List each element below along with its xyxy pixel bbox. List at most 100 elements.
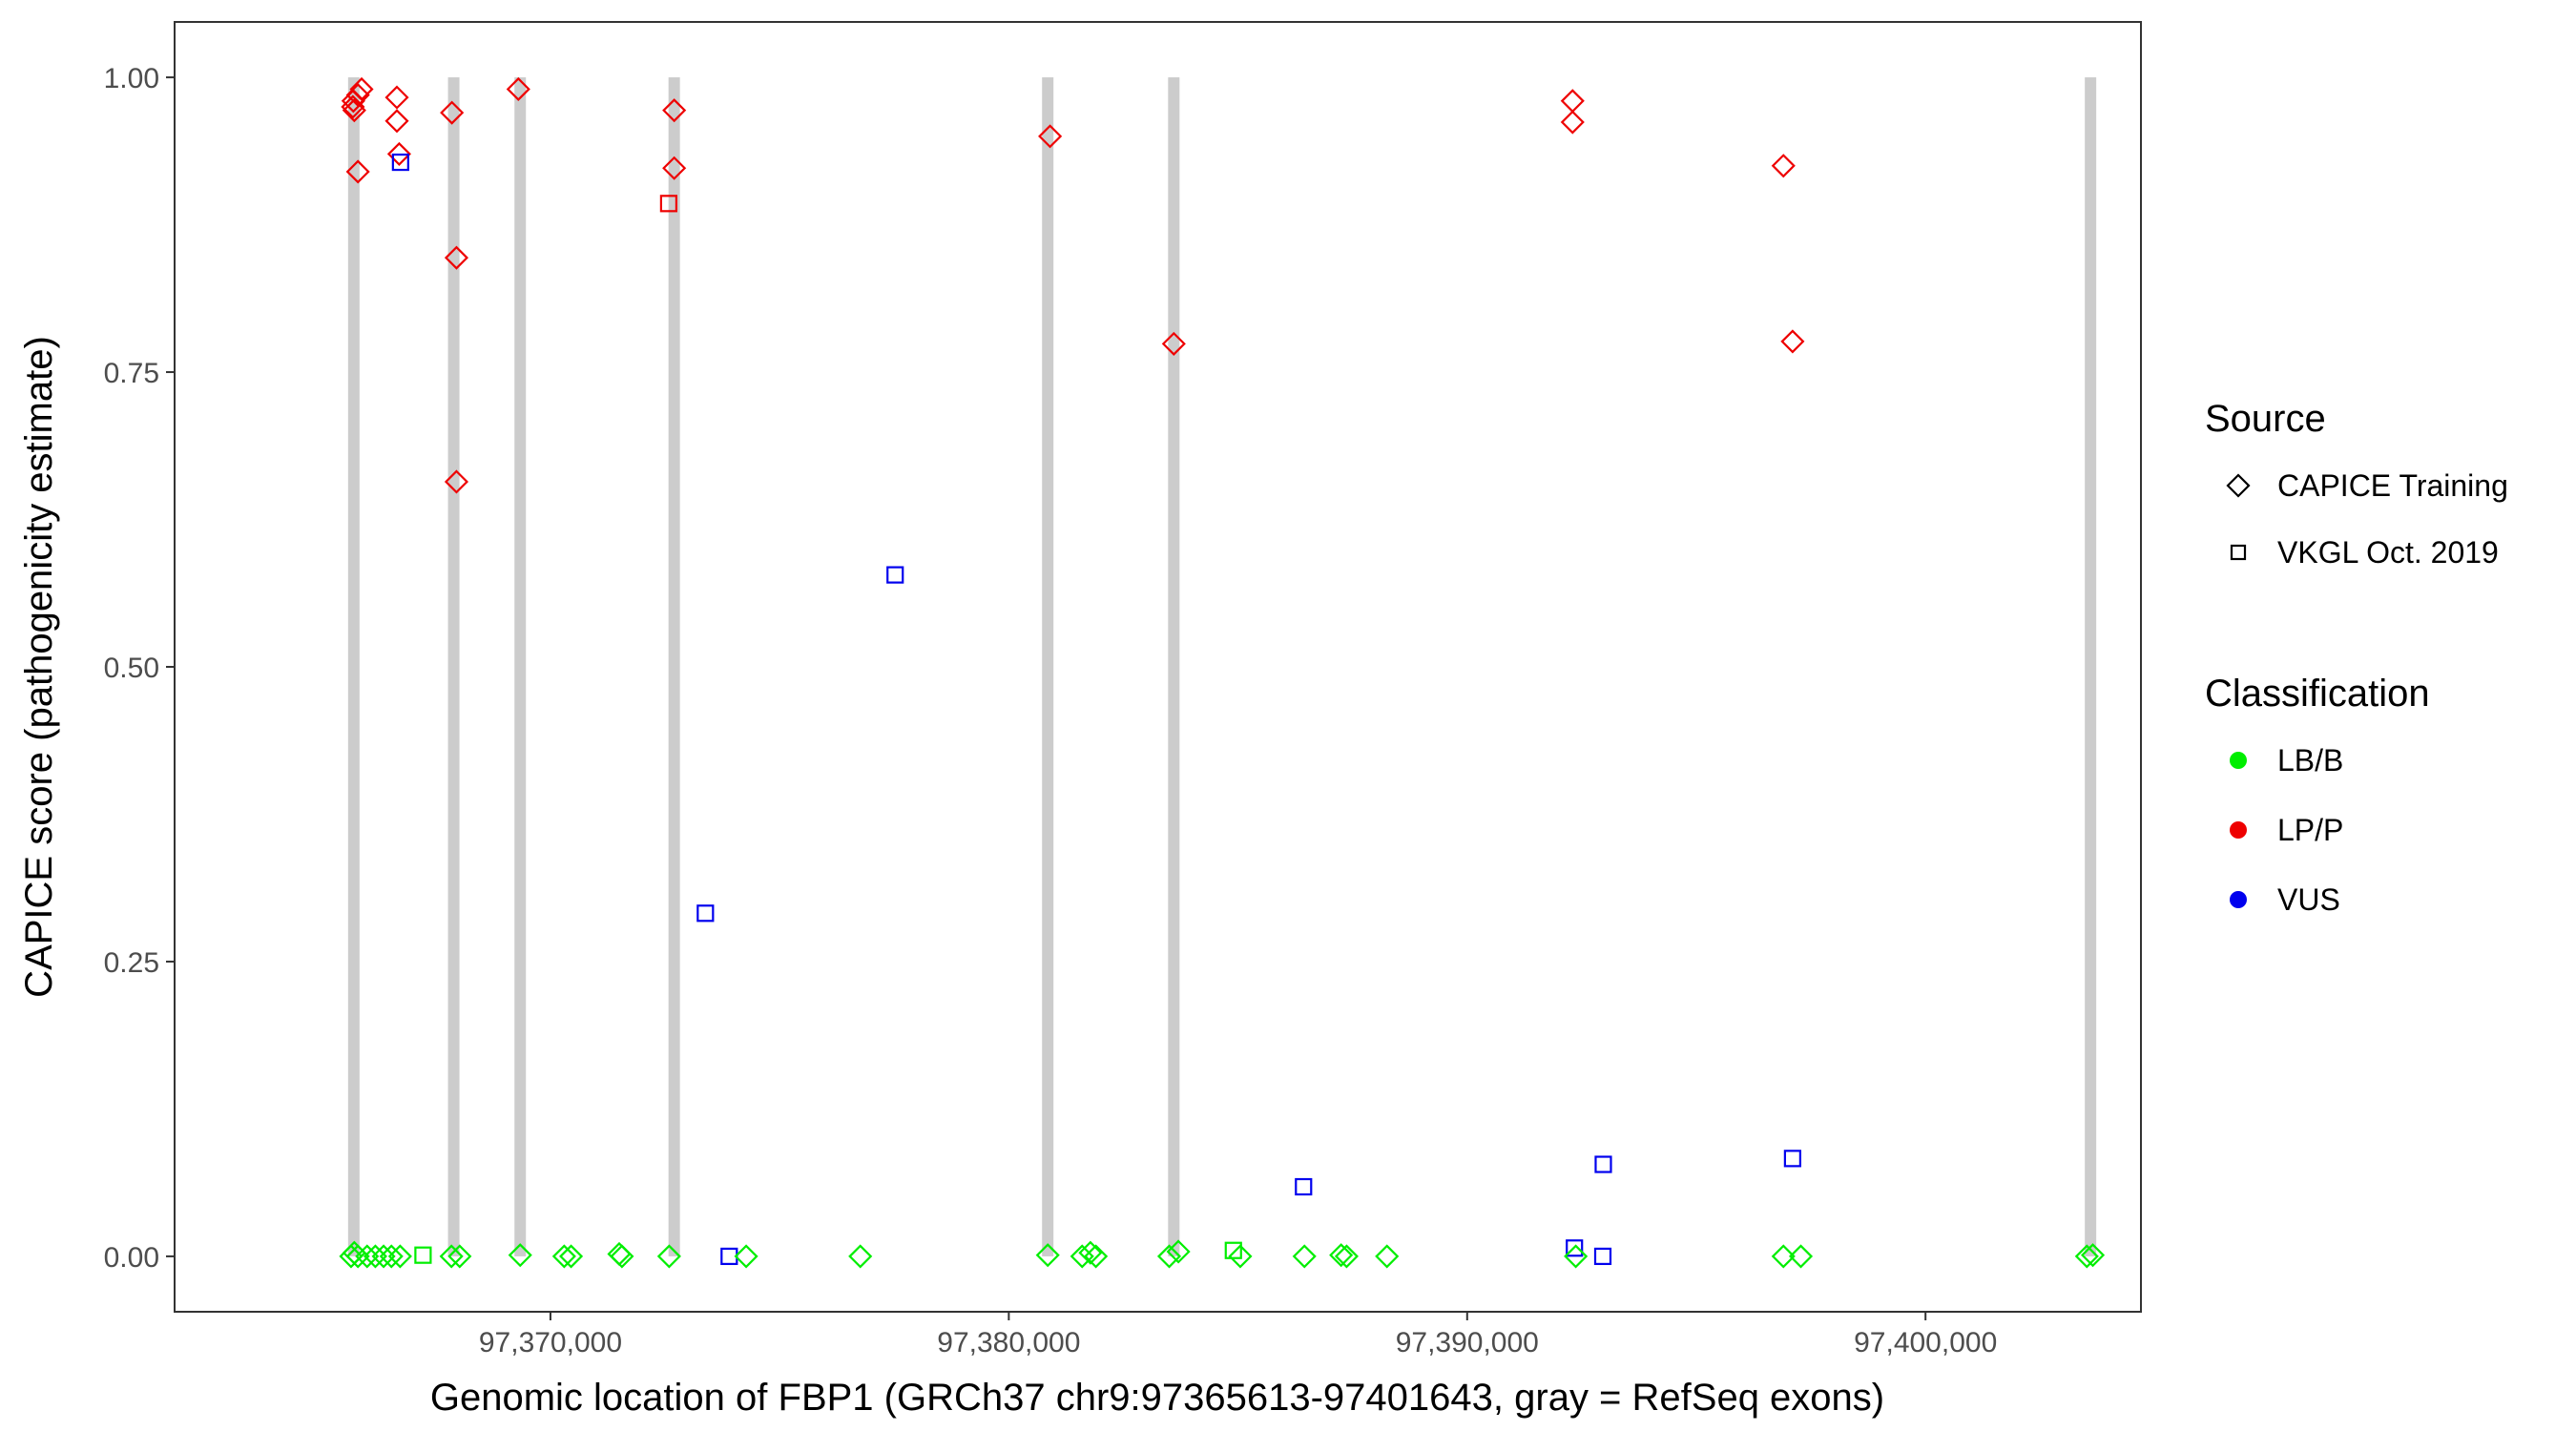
legend: Source CAPICE Training VKGL Oct. 2019 Cl…: [2205, 398, 2508, 917]
exon-band-4: [668, 77, 680, 1256]
data-point-diamond-62: [1375, 1244, 1400, 1269]
data-point-diamond-16: [662, 156, 687, 180]
y-tick-label-5: 1.00: [104, 63, 159, 94]
legend-item-capice-training: CAPICE Training: [2226, 468, 2508, 503]
data-point-diamond-20: [1038, 124, 1063, 149]
exon-band-2: [447, 77, 460, 1256]
data-point-diamond-49: [734, 1244, 758, 1269]
data-point-diamond-5: [349, 76, 374, 101]
data-point-diamond-63: [1564, 1244, 1589, 1269]
data-point-square-19: [696, 904, 715, 923]
data-point-diamond-41: [439, 1244, 464, 1269]
data-point-diamond-45: [559, 1244, 584, 1269]
data-point-diamond-11: [440, 100, 465, 125]
y-tick-label-3: 0.50: [104, 653, 159, 684]
x-axis: 97,370,000 97,380,000 97,390,000 97,400,000: [479, 1312, 1997, 1358]
data-point-diamond-59: [1292, 1244, 1317, 1269]
data-point-diamond-43: [508, 1243, 532, 1268]
exon-bands: [347, 77, 2097, 1256]
data-point-diamond-47: [610, 1244, 634, 1269]
legend-item-lp-p: LP/P: [2230, 813, 2343, 847]
data-point-diamond-38: [379, 1244, 404, 1269]
data-point-square-18: [886, 566, 904, 584]
data-point-diamond-13: [444, 469, 469, 494]
data-point-diamond-37: [371, 1244, 396, 1269]
data-point-square-29: [1566, 1239, 1584, 1257]
legend-label-lb-b: LB/B: [2277, 743, 2343, 778]
data-point-diamond-58: [1228, 1244, 1253, 1269]
legend-label-vkgl-oct-2019: VKGL Oct. 2019: [2277, 535, 2499, 570]
data-point-diamond-36: [363, 1244, 387, 1269]
data-point-diamond-24: [1771, 154, 1796, 178]
data-point-diamond-51: [1035, 1243, 1060, 1268]
data-point-square-40: [414, 1246, 432, 1264]
data-point-diamond-6: [345, 159, 370, 184]
legend-square-symbol: [2230, 544, 2247, 561]
data-point-diamond-23: [1560, 110, 1585, 135]
data-point-square-28: [1783, 1150, 1801, 1168]
data-point-diamond-48: [656, 1244, 681, 1269]
legend-label-lp-p: LP/P: [2277, 813, 2343, 847]
data-point-diamond-54: [1084, 1244, 1109, 1269]
legend-title-source: Source: [2205, 398, 2326, 440]
data-point-diamond-4: [345, 83, 370, 108]
data-point-diamond-39: [387, 1244, 412, 1269]
data-point-diamond-65: [1788, 1244, 1814, 1269]
y-tick-label-4: 0.75: [104, 358, 159, 389]
data-point-diamond-60: [1329, 1243, 1354, 1268]
legend-dot-lp-p: [2230, 821, 2247, 839]
data-point-square-27: [1594, 1155, 1612, 1173]
data-point-diamond-15: [662, 98, 687, 123]
data-point-diamond-66: [2074, 1244, 2099, 1269]
data-points: [339, 76, 2106, 1269]
data-point-square-17: [659, 195, 677, 213]
exon-band-1: [347, 77, 360, 1256]
data-point-square-57: [1224, 1241, 1242, 1259]
data-point-square-30: [1593, 1247, 1612, 1266]
legend-item-vus: VUS: [2230, 882, 2340, 917]
data-point-diamond-12: [444, 245, 469, 270]
data-point-diamond-3: [342, 98, 366, 123]
data-point-diamond-42: [447, 1244, 472, 1269]
legend-diamond-symbol: [2226, 473, 2251, 498]
y-tick-label-1: 0.00: [104, 1242, 159, 1274]
x-tick-label-4: 97,400,000: [1854, 1327, 1997, 1358]
y-axis-title: CAPICE score (pathogenicity estimate): [18, 336, 60, 998]
data-point-diamond-34: [345, 1244, 370, 1269]
exon-band-5: [1042, 77, 1054, 1256]
data-point-diamond-67: [2081, 1243, 2106, 1268]
data-point-diamond-25: [1780, 329, 1805, 354]
exon-band-3: [514, 77, 527, 1256]
data-point-diamond-9: [386, 141, 411, 166]
legend-dot-vus: [2230, 891, 2247, 908]
data-point-diamond-8: [384, 109, 409, 134]
legend-title-classification: Classification: [2205, 673, 2430, 715]
legend-item-lb-b: LB/B: [2230, 743, 2343, 778]
data-point-diamond-21: [1161, 331, 1186, 356]
data-point-diamond-7: [384, 85, 409, 110]
data-point-diamond-55: [1156, 1244, 1182, 1269]
data-point-diamond-64: [1771, 1244, 1796, 1269]
legend-item-vkgl-oct-2019: VKGL Oct. 2019: [2230, 535, 2499, 570]
data-point-diamond-56: [1166, 1239, 1191, 1264]
legend-label-capice-training: CAPICE Training: [2277, 468, 2508, 503]
y-tick-label-2: 0.25: [104, 947, 159, 979]
legend-label-vus: VUS: [2277, 882, 2340, 917]
y-axis: 0.00 0.25 0.50 0.75 1.00: [104, 63, 175, 1274]
data-point-diamond-14: [506, 76, 530, 101]
data-point-diamond-50: [848, 1244, 873, 1269]
x-axis-title: Genomic location of FBP1 (GRCh37 chr9:97…: [430, 1377, 1884, 1419]
data-point-diamond-53: [1078, 1240, 1103, 1265]
x-tick-label-3: 97,390,000: [1396, 1327, 1539, 1358]
data-point-diamond-35: [355, 1244, 380, 1269]
exon-band-6: [1168, 77, 1180, 1256]
x-tick-label-1: 97,370,000: [479, 1327, 622, 1358]
data-point-square-26: [1295, 1177, 1313, 1196]
data-point-diamond-61: [1334, 1244, 1359, 1269]
exon-band-7: [2085, 77, 2097, 1256]
data-point-square-10: [391, 153, 409, 172]
legend-dot-lb-b: [2230, 752, 2247, 769]
data-point-diamond-44: [551, 1244, 576, 1269]
